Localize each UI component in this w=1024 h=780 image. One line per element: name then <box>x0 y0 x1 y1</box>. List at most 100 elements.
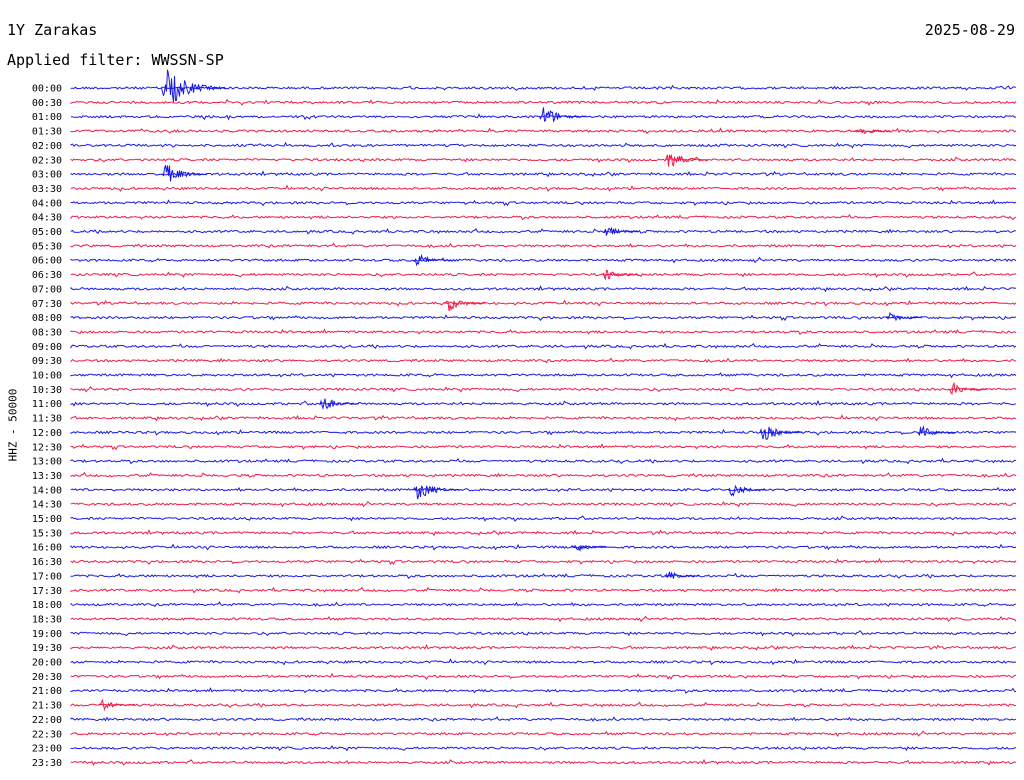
row-time-label: 22:30 <box>32 729 62 740</box>
trace-line <box>70 170 1017 178</box>
trace-line <box>70 601 1017 608</box>
row-time-label: 21:00 <box>32 686 62 697</box>
event-burst <box>728 484 767 497</box>
trace-line <box>70 428 1017 436</box>
event-burst <box>413 485 460 500</box>
row-time-label: 04:00 <box>32 198 62 209</box>
trace-line <box>70 228 1017 235</box>
trace-line <box>70 299 1017 307</box>
event-burst <box>948 381 988 395</box>
trace-line <box>70 471 1017 479</box>
row-time-label: 06:30 <box>32 270 62 281</box>
row-time-label: 12:30 <box>32 442 62 453</box>
trace-line <box>70 199 1017 207</box>
row-time-label: 03:30 <box>32 184 62 195</box>
event-burst <box>444 300 485 312</box>
trace-line <box>70 745 1017 752</box>
row-time-label: 09:00 <box>32 342 62 353</box>
date-label: 2025-08-29 <box>924 21 1015 39</box>
trace-line <box>70 385 1017 393</box>
trace-line <box>70 672 1017 680</box>
event-burst <box>98 698 135 712</box>
trace-line <box>70 414 1017 422</box>
row-time-label: 08:00 <box>32 313 62 324</box>
row-time-label: 13:00 <box>32 457 62 468</box>
row-time-label: 07:00 <box>32 284 62 295</box>
trace-line <box>70 758 1017 766</box>
filter-label: Applied filter: WWSSN-SP <box>7 51 224 69</box>
trace-line <box>70 716 1017 722</box>
trace-line <box>70 328 1017 336</box>
row-time-label: 14:30 <box>32 500 62 511</box>
event-burst <box>602 226 639 236</box>
trace-line <box>70 586 1017 594</box>
event-burst <box>161 165 208 182</box>
row-time-label: 05:00 <box>32 227 62 238</box>
row-time-label: 16:30 <box>32 557 62 568</box>
row-time-label: 23:30 <box>32 758 62 769</box>
trace-line <box>70 730 1016 737</box>
event-burst <box>917 425 956 437</box>
trace-line <box>70 184 1017 192</box>
row-time-label: 20:30 <box>32 672 62 683</box>
trace-line <box>70 399 1017 408</box>
station-title: 1Y Zarakas <box>7 21 98 39</box>
trace-line <box>70 372 1017 379</box>
trace-line <box>70 529 1017 537</box>
row-time-label: 01:30 <box>32 127 62 138</box>
trace-line <box>70 658 1017 666</box>
row-time-label: 07:30 <box>32 299 62 310</box>
trace-line <box>70 156 1017 164</box>
row-time-label: 23:00 <box>32 744 62 755</box>
trace-line <box>70 98 1017 107</box>
row-time-label: 19:00 <box>32 629 62 640</box>
trace-line <box>70 687 1017 694</box>
event-burst <box>854 128 891 135</box>
row-time-label: 17:00 <box>32 571 62 582</box>
row-time-label: 11:00 <box>32 399 62 410</box>
row-time-label: 15:30 <box>32 528 62 539</box>
event-burst <box>665 571 700 579</box>
row-time-label: 02:30 <box>32 155 62 166</box>
row-time-label: 18:30 <box>32 614 62 625</box>
trace-line <box>70 630 1017 637</box>
trace-line <box>70 500 1017 508</box>
row-time-label: 12:00 <box>32 428 62 439</box>
trace-line <box>70 285 1017 293</box>
event-burst <box>413 253 452 267</box>
trace-line <box>70 557 1017 566</box>
row-time-label: 10:30 <box>32 385 62 396</box>
trace-line <box>70 213 1017 221</box>
row-time-label: 21:30 <box>32 701 62 712</box>
trace-line <box>70 543 1017 551</box>
trace-line <box>70 357 1017 364</box>
event-burst <box>665 153 708 167</box>
trace-line <box>70 572 1017 580</box>
trace-line <box>70 701 1017 709</box>
row-time-label: 11:30 <box>32 414 62 425</box>
trace-line <box>70 141 1017 149</box>
row-time-label: 04:30 <box>32 213 62 224</box>
row-time-label: 06:00 <box>32 256 62 267</box>
trace-line <box>70 314 1017 322</box>
row-time-label: 08:30 <box>32 327 62 338</box>
row-time-label: 03:00 <box>32 170 62 181</box>
trace-line <box>71 113 1017 121</box>
trace-line <box>70 443 1017 451</box>
row-time-label: 09:30 <box>32 356 62 367</box>
row-time-label: 00:30 <box>32 98 62 109</box>
row-time-label: 13:30 <box>32 471 62 482</box>
row-time-label: 18:00 <box>32 600 62 611</box>
trace-line <box>70 256 1017 264</box>
trace-line <box>70 615 1017 623</box>
event-burst <box>161 69 226 103</box>
row-time-label: 05:30 <box>32 241 62 252</box>
row-time-label: 19:30 <box>32 643 62 654</box>
row-time-label: 01:00 <box>32 112 62 123</box>
event-burst <box>759 426 802 440</box>
row-time-label: 00:00 <box>32 84 62 95</box>
row-time-label: 14:00 <box>32 485 62 496</box>
row-time-label: 22:00 <box>32 715 62 726</box>
row-time-label: 17:30 <box>32 586 62 597</box>
